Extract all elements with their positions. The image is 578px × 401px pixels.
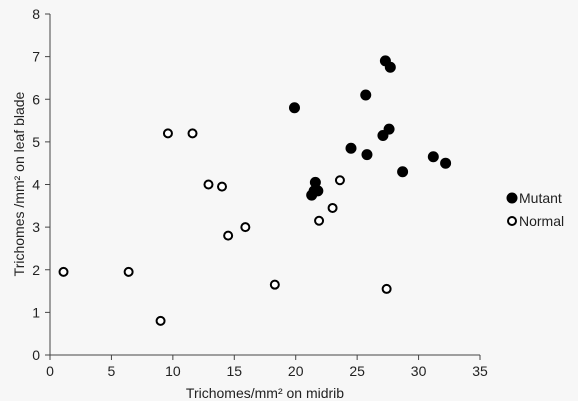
normal-point (240, 222, 251, 233)
x-tick-label: 15 (226, 363, 242, 379)
mutant-point (377, 129, 389, 141)
x-tick-label: 25 (349, 363, 365, 379)
x-tick-label: 35 (472, 363, 488, 379)
normal-point (123, 266, 134, 277)
mutant-point (360, 89, 372, 101)
mutant-point (427, 151, 439, 163)
x-tick-label: 20 (288, 363, 304, 379)
normal-point (217, 181, 227, 192)
y-tick-label: 5 (32, 134, 40, 150)
x-tick-label: 0 (46, 363, 54, 379)
normal-point (314, 215, 325, 226)
normal-point (58, 266, 69, 277)
y-tick-label: 8 (32, 6, 40, 22)
legend-marker-mutant (506, 192, 518, 204)
mutant-point (306, 189, 318, 201)
normal-point (187, 128, 198, 139)
normal-point (327, 202, 338, 213)
y-tick-label: 3 (32, 219, 40, 235)
y-tick-label: 0 (32, 347, 40, 363)
mutant-point (384, 61, 396, 73)
axes: 0 5 10 15 20 25 30 35 0 1 2 3 4 5 6 7 8 (32, 6, 488, 379)
x-axis-label: Trichomes/mm² on midrib (186, 385, 344, 401)
normal-point (223, 230, 234, 241)
y-tick-label: 7 (32, 49, 40, 65)
normal-point (381, 283, 392, 294)
y-axis-label: Trichomes /mm² on leaf blade (11, 91, 27, 276)
y-tick-label: 6 (32, 91, 40, 107)
y-tick-label: 4 (32, 177, 40, 193)
x-tick-label: 5 (108, 363, 116, 379)
mutant-point (397, 166, 409, 178)
normal-point (155, 315, 166, 326)
mutant-point (345, 142, 357, 154)
normal-point (162, 128, 173, 139)
legend-marker-normal (507, 216, 517, 226)
normal-point (203, 179, 214, 190)
y-tick-label: 1 (32, 304, 40, 320)
normal-point (334, 175, 345, 186)
mutant-point (440, 157, 452, 169)
mutant-point (361, 149, 373, 161)
mutant-point (288, 102, 300, 114)
legend: Mutant Normal (506, 190, 564, 229)
data-points (58, 55, 452, 326)
y-tick-label: 2 (32, 262, 40, 278)
legend-label-mutant: Mutant (519, 190, 562, 206)
normal-point (269, 279, 280, 290)
legend-label-normal: Normal (519, 213, 564, 229)
x-tick-label: 10 (165, 363, 181, 379)
x-tick-label: 30 (411, 363, 427, 379)
